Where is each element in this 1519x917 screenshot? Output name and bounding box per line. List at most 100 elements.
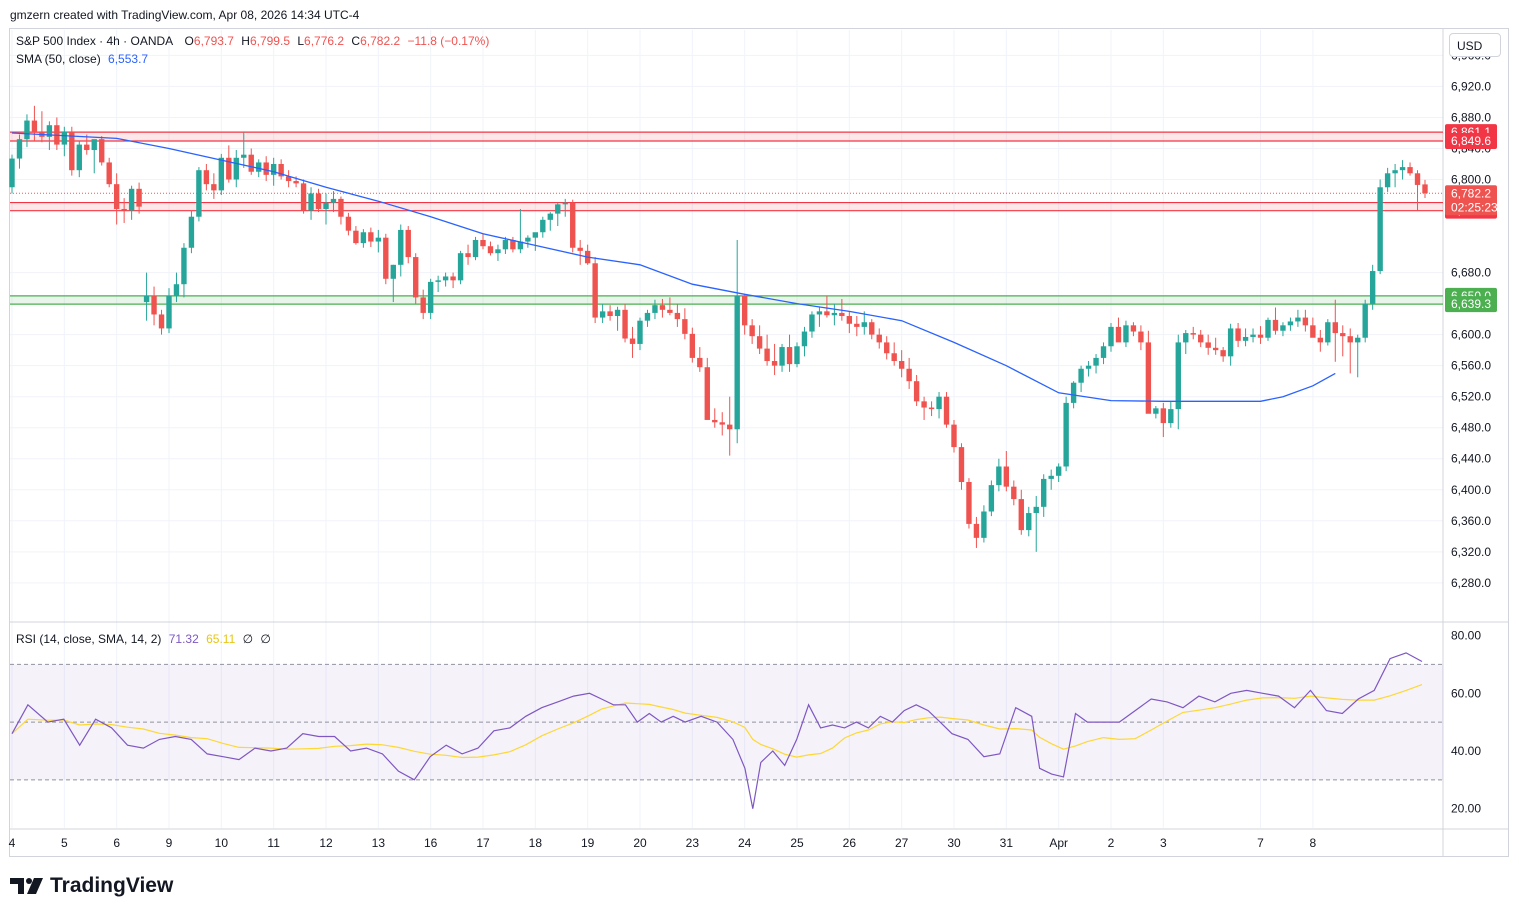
currency-button[interactable]: USD xyxy=(1449,33,1501,57)
candle-up xyxy=(988,485,995,512)
candle-down xyxy=(771,361,778,366)
candle-up xyxy=(1392,170,1398,174)
tradingview-logo-icon xyxy=(10,878,43,894)
candle-up xyxy=(599,311,606,318)
candle-up xyxy=(517,241,524,250)
candle-up xyxy=(1369,271,1376,304)
candle-up xyxy=(188,216,195,248)
sma-value: 6,553.7 xyxy=(108,52,149,66)
sma-label[interactable]: SMA (50, close) xyxy=(16,52,101,66)
candle-down xyxy=(682,319,688,334)
candle-up xyxy=(427,281,434,313)
price-tick-label: 6,280.0 xyxy=(1451,576,1491,590)
candle-down xyxy=(898,361,905,369)
resistance-zone xyxy=(10,202,1443,211)
candle-up xyxy=(9,158,15,188)
tradingview-logo[interactable]: TradingView xyxy=(10,874,173,898)
symbol-title[interactable]: S&P 500 Index · 4h · OANDA xyxy=(16,34,174,48)
candle-down xyxy=(1018,499,1024,531)
candle-down xyxy=(151,295,157,315)
ohlc-close: 6,782.2 xyxy=(360,34,401,48)
rsi-line xyxy=(11,652,1423,809)
candle-up xyxy=(375,237,382,242)
candle-up xyxy=(233,157,239,180)
candle-down xyxy=(1272,319,1279,331)
resistance-zone xyxy=(10,132,1443,142)
candle-up xyxy=(181,247,187,285)
time-tick-label: 3 xyxy=(1160,836,1167,850)
candle-down xyxy=(113,184,120,209)
candle-down xyxy=(1317,337,1324,343)
candle-down xyxy=(704,367,710,420)
time-tick-label: 5 xyxy=(61,836,68,850)
candle-down xyxy=(1407,167,1413,174)
candle-up xyxy=(1265,319,1271,338)
candle-down xyxy=(293,181,299,184)
candle-up xyxy=(472,240,479,258)
candle-down xyxy=(69,131,75,171)
candle-down xyxy=(1115,326,1122,343)
candle-up xyxy=(1183,333,1189,343)
price-change: −11.8 (−0.17%) xyxy=(407,34,490,48)
candle-up xyxy=(270,163,277,175)
candle-down xyxy=(480,240,486,247)
share-caption: gmzern created with TradingView.com, Apr… xyxy=(10,8,360,22)
brand-name: TradingView xyxy=(50,874,174,897)
support-zone xyxy=(10,295,1443,305)
candle-up xyxy=(61,131,68,145)
candle-up xyxy=(495,249,501,254)
candle-down xyxy=(913,381,920,402)
candle-up xyxy=(1295,317,1301,322)
time-tick-label: 17 xyxy=(476,836,490,850)
candle-up xyxy=(1399,167,1406,171)
current-price-tag xyxy=(1445,185,1497,216)
candle-down xyxy=(158,314,165,329)
candle-down xyxy=(891,353,897,362)
candle-up xyxy=(734,295,740,430)
candle-up xyxy=(173,284,180,296)
candle-up xyxy=(24,120,30,140)
candle-up xyxy=(801,331,808,347)
time-tick-label: 25 xyxy=(790,836,804,850)
candle-up xyxy=(241,154,247,158)
candle-down xyxy=(106,162,112,185)
candle-down xyxy=(1332,322,1338,334)
rsi-label[interactable]: RSI (14, close, SMA, 14, 2) xyxy=(16,632,162,646)
candle-down xyxy=(99,139,105,163)
price-tick-label: 6,920.0 xyxy=(1451,79,1491,93)
candle-up xyxy=(1153,408,1159,414)
time-tick-label: 7 xyxy=(1257,836,1264,850)
candle-up xyxy=(1377,187,1383,272)
candle-down xyxy=(1347,336,1353,343)
time-tick-label: Apr xyxy=(1049,836,1068,850)
candle-up xyxy=(1355,337,1361,343)
candle-up xyxy=(794,346,800,365)
candle-down xyxy=(136,188,142,207)
candle-down xyxy=(278,163,284,177)
candle-down xyxy=(510,240,516,250)
price-tick-label: 6,320.0 xyxy=(1451,545,1491,559)
candle-down xyxy=(1205,342,1211,348)
candle-down xyxy=(570,202,576,248)
candle-up xyxy=(816,311,823,315)
candle-down xyxy=(1190,333,1196,335)
candle-up xyxy=(1242,336,1249,341)
candle-up xyxy=(652,305,658,313)
candle-down xyxy=(285,176,292,182)
candle-down xyxy=(1414,173,1421,185)
candle-up xyxy=(809,314,815,332)
candle-up xyxy=(1041,478,1047,507)
candle-down xyxy=(1422,184,1428,194)
candle-down xyxy=(921,401,927,408)
candle-down xyxy=(263,162,269,175)
candle-up xyxy=(390,264,396,279)
candle-down xyxy=(248,154,254,172)
rsi-tick-label: 60.00 xyxy=(1451,686,1481,700)
price-legend: S&P 500 Index · 4h · OANDA O6,793.7 H6,7… xyxy=(16,34,493,48)
ohlc-high: 6,799.5 xyxy=(249,34,290,48)
candle-up xyxy=(637,320,643,344)
candle-down xyxy=(1160,408,1167,424)
candle-down xyxy=(1220,350,1226,357)
candle-up xyxy=(1063,402,1069,467)
